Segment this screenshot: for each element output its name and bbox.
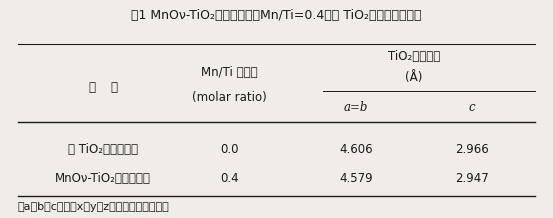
Text: c: c bbox=[468, 101, 475, 114]
Text: 名    称: 名 称 bbox=[88, 81, 118, 94]
Text: Mn/Ti 摩尔比: Mn/Ti 摩尔比 bbox=[201, 66, 258, 79]
Text: 0.4: 0.4 bbox=[221, 172, 239, 186]
Text: TiO₂晶胞参数: TiO₂晶胞参数 bbox=[388, 50, 440, 63]
Text: 4.579: 4.579 bbox=[340, 172, 373, 186]
Text: 4.606: 4.606 bbox=[340, 143, 373, 156]
Text: 0.0: 0.0 bbox=[221, 143, 239, 156]
Text: (Å): (Å) bbox=[405, 71, 422, 84]
Text: a=b: a=b bbox=[344, 101, 368, 114]
Text: 2.947: 2.947 bbox=[455, 172, 489, 186]
Text: MnOν-TiO₂复合氧化物: MnOν-TiO₂复合氧化物 bbox=[55, 172, 151, 186]
Text: (molar ratio): (molar ratio) bbox=[192, 91, 267, 104]
Text: （a、b、c为晶胞x、y、z三个方向上的边长）: （a、b、c为晶胞x、y、z三个方向上的边长） bbox=[18, 202, 170, 212]
Text: 纯 TiO₂（金红石）: 纯 TiO₂（金红石） bbox=[68, 143, 138, 156]
Text: 表1 MnOν-TiO₂复合氧化物（Mn/Ti=0.4）中 TiO₂晶格的晶胞参数: 表1 MnOν-TiO₂复合氧化物（Mn/Ti=0.4）中 TiO₂晶格的晶胞参… bbox=[131, 9, 422, 22]
Text: 2.966: 2.966 bbox=[455, 143, 489, 156]
